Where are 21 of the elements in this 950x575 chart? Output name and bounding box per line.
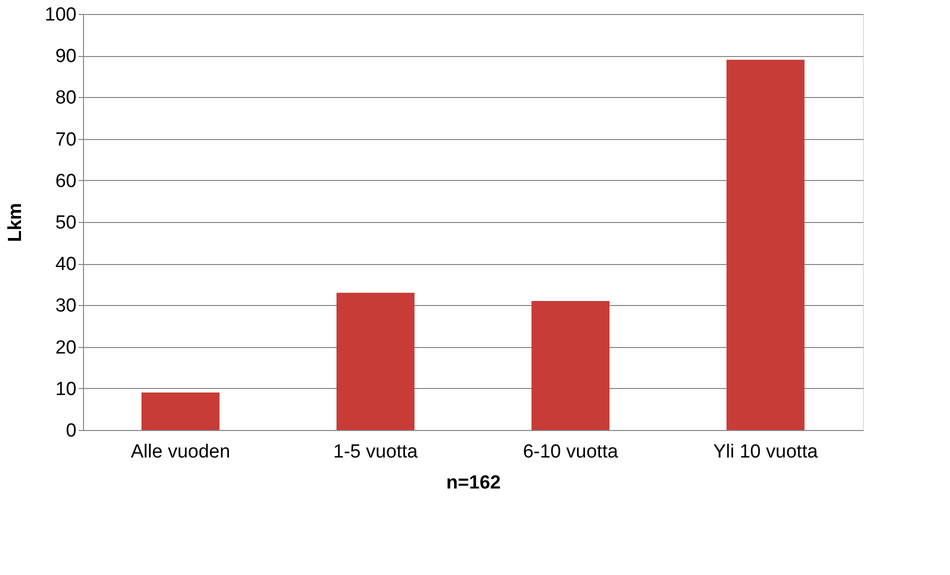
y-tick-label: 50 (55, 212, 76, 234)
x-tick-label: 1-5 vuotta (333, 442, 418, 462)
y-tick-label: 20 (55, 337, 76, 358)
y-tick-label: 30 (55, 296, 76, 317)
x-tick-label: Alle vuoden (130, 442, 230, 462)
y-tick-label: 10 (55, 378, 76, 400)
y-tick-label: 100 (44, 4, 76, 26)
x-axis-title: n=162 (446, 472, 501, 494)
bar (532, 301, 610, 430)
y-tick-label: 0 (66, 420, 76, 442)
y-tick-label: 90 (55, 46, 76, 68)
x-tick-label: 6-10 vuotta (522, 442, 618, 462)
y-axis-title: Lkm (4, 202, 26, 242)
y-tick-label: 40 (55, 254, 76, 276)
bar (726, 60, 804, 430)
y-tick-label: 60 (55, 170, 76, 192)
y-tick-label: 80 (55, 88, 76, 109)
bar (142, 392, 220, 430)
y-tick-label: 70 (55, 129, 76, 150)
bar (336, 292, 414, 430)
x-tick-label: Yli 10 vuotta (713, 442, 818, 462)
